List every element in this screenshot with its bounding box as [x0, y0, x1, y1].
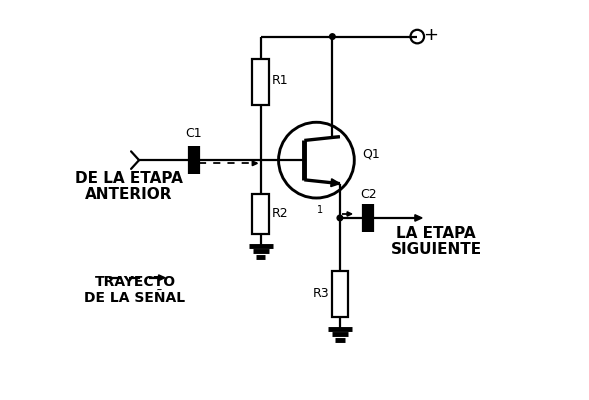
Polygon shape [158, 275, 165, 280]
Polygon shape [415, 215, 422, 221]
Text: +: + [423, 26, 438, 44]
Bar [252, 60, 269, 105]
Text: R3: R3 [312, 287, 329, 300]
Circle shape [337, 215, 343, 221]
Bar [252, 194, 269, 234]
Bar [332, 271, 348, 316]
Text: SIGUIENTE: SIGUIENTE [391, 242, 482, 257]
Text: TRAYECTO: TRAYECTO [94, 275, 176, 289]
Circle shape [330, 34, 335, 39]
Text: DE LA ETAPA: DE LA ETAPA [75, 170, 183, 186]
Polygon shape [347, 212, 352, 216]
Text: DE LA SEÑAL: DE LA SEÑAL [84, 291, 186, 305]
Polygon shape [331, 179, 340, 187]
Text: R2: R2 [272, 208, 289, 220]
Text: LA ETAPA: LA ETAPA [396, 226, 476, 241]
Text: C1: C1 [186, 127, 203, 140]
Text: C2: C2 [360, 188, 376, 201]
Text: 1: 1 [317, 205, 323, 215]
Text: ANTERIOR: ANTERIOR [85, 186, 173, 202]
Polygon shape [252, 161, 257, 166]
Text: R1: R1 [272, 74, 289, 87]
Text: Q1: Q1 [362, 148, 380, 161]
